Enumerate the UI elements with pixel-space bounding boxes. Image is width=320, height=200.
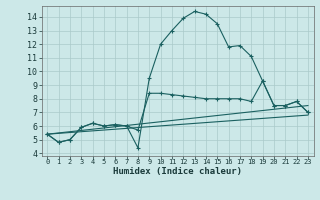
X-axis label: Humidex (Indice chaleur): Humidex (Indice chaleur) <box>113 167 242 176</box>
